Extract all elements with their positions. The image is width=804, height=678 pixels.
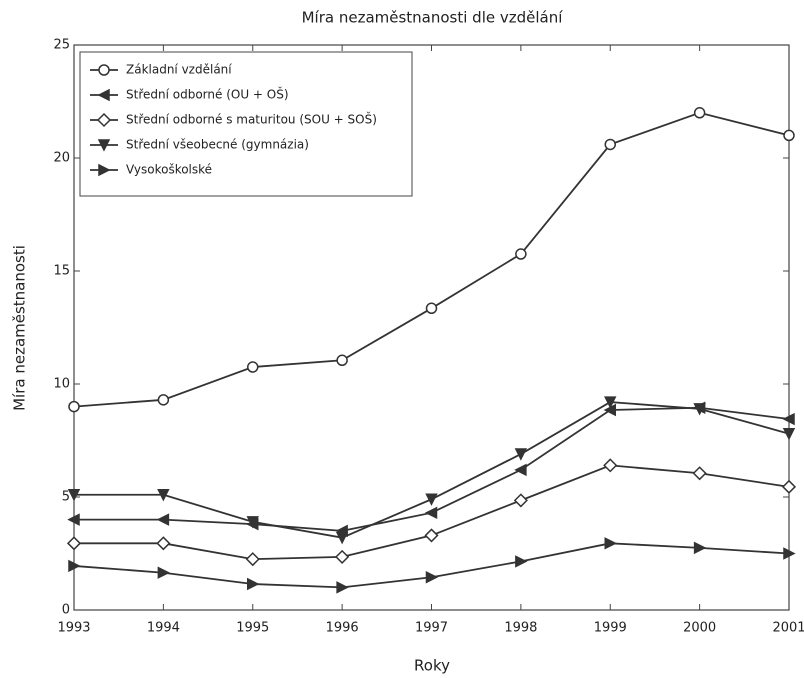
marker (246, 516, 259, 529)
marker (515, 248, 527, 260)
marker (603, 458, 618, 473)
marker (425, 493, 438, 506)
x-tick-label: 1997 (415, 621, 448, 636)
marker (693, 403, 706, 416)
marker (67, 488, 81, 502)
legend-marker (98, 64, 110, 76)
marker (783, 129, 795, 142)
marker (692, 466, 707, 481)
legend-label: Základní vzdělání (126, 63, 232, 77)
y-tick-label: 25 (53, 38, 70, 53)
marker (157, 394, 170, 406)
marker (67, 513, 80, 526)
x-tick-label: 1993 (57, 621, 90, 636)
x-tick-label: 1996 (326, 621, 359, 636)
marker (604, 396, 617, 409)
legend-label: Střední odborné s maturitou (SOU + SOŠ) (126, 112, 377, 127)
legend-label: Vysokoškolské (126, 163, 212, 177)
marker (68, 559, 81, 573)
marker (335, 531, 349, 545)
marker (781, 479, 797, 494)
y-tick-label: 0 (62, 603, 70, 618)
legend-marker (98, 163, 111, 177)
marker (515, 555, 528, 568)
x-tick-label: 2000 (683, 621, 716, 636)
legend-marker (96, 112, 112, 128)
marker (514, 463, 527, 477)
y-tick-label: 10 (53, 377, 70, 392)
marker (66, 536, 82, 551)
legend-marker (97, 139, 111, 152)
x-tick-label: 1999 (594, 621, 627, 636)
marker (245, 552, 260, 567)
x-tick-label: 1995 (236, 621, 269, 636)
series-line (74, 401, 790, 539)
marker (156, 536, 171, 551)
legend-label: Střední všeobecné (gymnázia) (126, 138, 309, 152)
marker (157, 566, 171, 579)
marker (693, 541, 707, 555)
marker (335, 549, 350, 564)
marker (782, 412, 795, 426)
x-tick-label: 1994 (147, 621, 180, 636)
marker (604, 537, 617, 550)
marker (424, 528, 439, 543)
y-tick-label: 5 (62, 490, 70, 505)
legend-marker (97, 88, 110, 102)
series-line (73, 542, 790, 589)
marker (783, 547, 796, 560)
y-tick-label: 15 (53, 264, 70, 279)
marker (425, 571, 439, 584)
marker (514, 448, 528, 461)
y-axis-label: Míra nezaměstnanosti (11, 245, 29, 411)
marker (693, 107, 706, 119)
marker (782, 427, 796, 441)
y-tick-label: 20 (53, 151, 70, 166)
x-tick-label: 1998 (504, 621, 537, 636)
marker (156, 513, 170, 526)
marker (604, 138, 616, 151)
x-axis-label: Roky (414, 657, 450, 675)
marker (336, 354, 348, 367)
chart-title: Míra nezaměstnanosti dle vzdělání (302, 9, 564, 27)
marker (425, 302, 438, 315)
marker (247, 577, 260, 591)
marker (513, 493, 528, 508)
marker (157, 488, 170, 502)
marker (424, 506, 438, 520)
marker (247, 361, 259, 373)
legend-box (79, 51, 413, 197)
marker (336, 581, 349, 594)
marker (68, 400, 80, 413)
legend-label: Střední odborné (OU + OŠ) (126, 87, 289, 102)
x-tick-label: 2001 (772, 621, 804, 636)
